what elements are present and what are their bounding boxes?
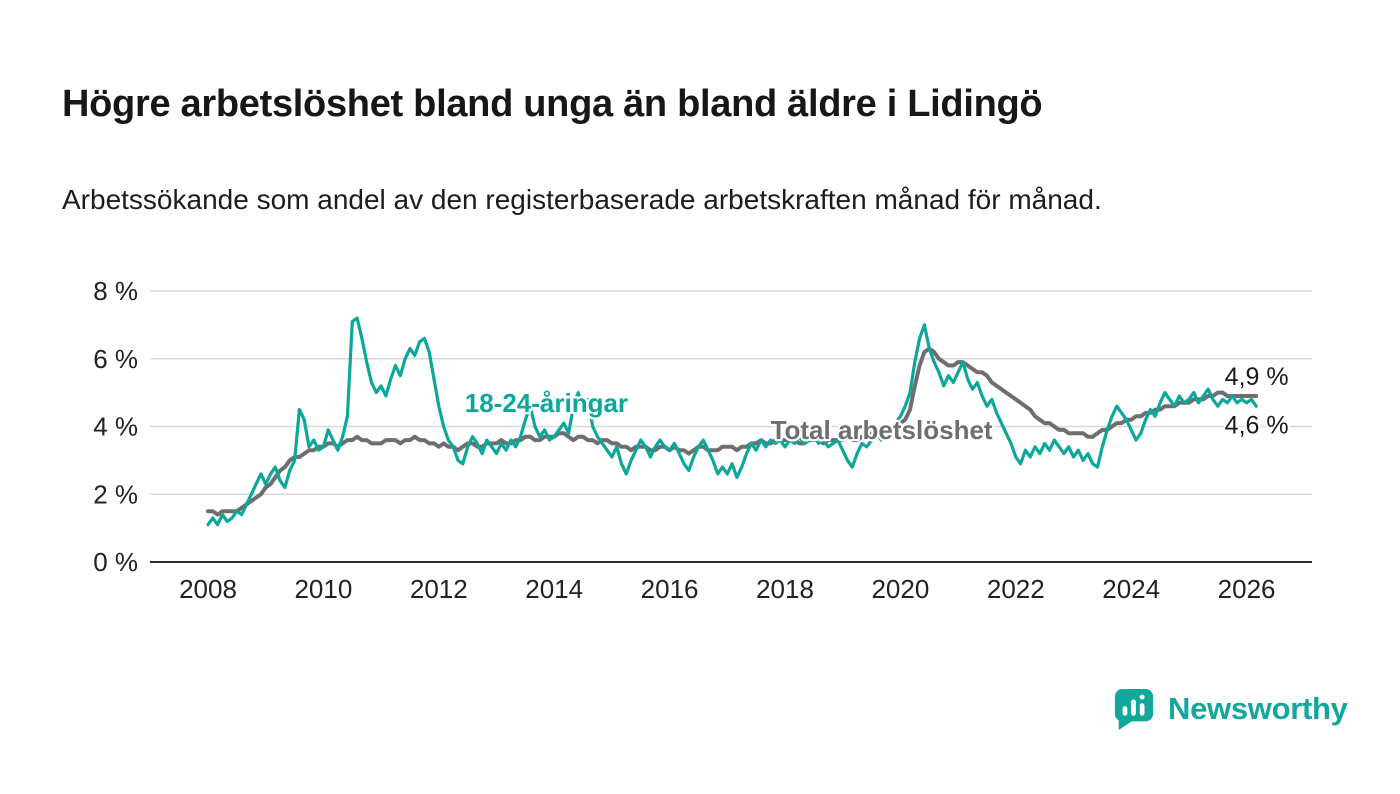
end-value-label: 4,9 % <box>1225 363 1289 391</box>
newsworthy-wordmark: Newsworthy <box>1168 691 1348 726</box>
x-tick-label: 2026 <box>1218 574 1276 604</box>
series-line-total-arbetsl-shet <box>206 346 1259 517</box>
x-tick-label: 2018 <box>756 574 814 604</box>
series-label: Total arbetslöshet <box>771 415 993 445</box>
x-tick-label: 2014 <box>525 574 583 604</box>
series-line-18-24-ringar <box>206 316 1258 527</box>
x-tick-label: 2022 <box>987 574 1045 604</box>
x-tick-label: 2008 <box>179 574 237 604</box>
bar-glyph <box>1122 706 1128 716</box>
y-tick-label: 8 % <box>93 276 138 306</box>
x-tick-label: 2012 <box>410 574 468 604</box>
series-label: 18-24-åringar <box>465 388 628 418</box>
chart-title: Högre arbetslöshet bland unga än bland ä… <box>62 83 1043 126</box>
x-tick-label: 2016 <box>641 574 699 604</box>
y-axis-labels: 0 % 2 % 4 % 6 % 8 % <box>93 276 138 577</box>
chart-subtitle: Arbetssökande som andel av den registerb… <box>62 184 1102 215</box>
series-lines <box>206 316 1259 527</box>
y-tick-label: 2 % <box>93 479 138 509</box>
y-tick-label: 4 % <box>93 412 138 442</box>
chart-annotations: 18-24-åringar Total arbetslöshet 4,9 % 4,6 … <box>463 361 1291 447</box>
x-tick-label: 2020 <box>871 574 929 604</box>
y-tick-label: 6 % <box>93 344 138 374</box>
end-value-label: 4,6 % <box>1225 411 1289 439</box>
bubble-tail <box>1118 713 1134 730</box>
bar-glyph <box>1131 699 1136 716</box>
x-tick-label: 2024 <box>1102 574 1160 604</box>
newsworthy-branding: Newsworthy <box>1113 686 1348 732</box>
y-tick-label: 0 % <box>93 547 138 577</box>
x-tick-label: 2010 <box>294 574 352 604</box>
dot-glyph <box>1139 694 1145 700</box>
x-axis-labels: 2008 2010 2012 2014 2016 2018 2020 2022 2024 2026 <box>179 574 1275 604</box>
bar-chart-bubble-icon <box>1114 688 1154 730</box>
bar-glyph <box>1139 703 1145 716</box>
gridlines <box>150 290 1312 563</box>
